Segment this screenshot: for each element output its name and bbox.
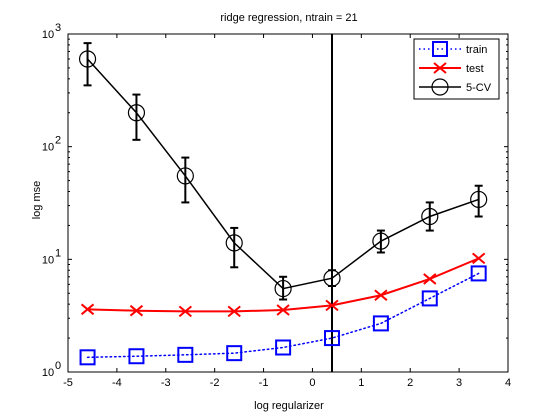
data-point-square [470,265,487,282]
y-axis-title: log mse [31,181,43,220]
y-tick-exponent: 2 [55,135,61,147]
legend-swatch-marker [433,62,447,74]
x-tick-label: 3 [456,377,462,389]
data-point-square [79,349,96,366]
data-point-x [276,304,290,316]
data-point-circle [176,167,194,185]
legend: train test 5-CV [413,38,500,100]
y-tick-exponent: 1 [55,247,61,259]
data-point-circle [127,104,146,122]
x-tick-label: -2 [210,377,220,389]
y-tick-exponent: 0 [55,360,61,372]
x-tick-label: -4 [112,377,122,389]
legend-swatch-marker-stroke-b [433,62,447,74]
series-line-train [86,272,480,359]
data-point-square [128,348,145,365]
y-tick-label: 10 [42,254,54,266]
data-point-x-stroke-b [178,305,192,318]
data-point-x-stroke-b [472,252,486,265]
data-point-x-stroke-b [325,299,339,312]
chart-title: ridge regression, ntrain = 21 [220,12,357,24]
data-point-x [374,289,388,302]
data-point-circle [323,269,341,287]
data-point-circle [421,207,439,226]
x-tick-label: -5 [63,377,73,389]
legend-swatch-marker [432,41,448,57]
data-point-x-stroke-b [227,305,241,318]
x-tick-label: 1 [358,377,364,389]
data-point-circle [274,279,292,298]
x-tick-label: 0 [309,377,315,389]
data-point-square [421,290,438,307]
x-tick-label: -1 [259,377,269,389]
x-tick-label: 2 [407,377,413,389]
data-point-circle [78,50,97,68]
data-point-x [80,303,95,316]
data-point-x [178,305,192,318]
data-point-square [372,315,389,332]
data-point-circle [470,190,488,209]
legend-label: test [466,63,484,75]
legend-swatch-marker [431,78,449,96]
data-point-x [325,299,339,312]
x-tick-label: -3 [161,377,171,389]
y-tick-label: 10 [42,29,54,41]
data-point-x-stroke-b [374,289,388,302]
x-axis-title: log regularizer [254,400,324,412]
y-tick-label: 10 [42,142,54,154]
data-point-square [177,346,194,363]
y-tick-label: 10 [42,367,54,379]
y-tick-exponent: 3 [55,22,61,34]
data-point-square [226,345,243,362]
legend-label: train [466,44,487,56]
axes-box [67,33,509,373]
plot-area [78,34,488,372]
data-point-square [275,339,292,356]
data-point-circle [225,234,243,252]
data-point-x [129,304,144,317]
data-point-x [227,305,241,318]
data-point-square [324,330,340,347]
data-point-x [423,273,437,285]
data-point-circle [372,232,390,250]
data-point-x-stroke-b [423,273,437,285]
data-point-x-stroke-b [129,304,144,317]
data-point-x-stroke-b [80,303,95,316]
data-point-x-stroke-b [276,304,290,316]
data-point-x [472,252,486,265]
x-tick-label: 4 [505,377,511,389]
legend-label: 5-CV [466,82,492,94]
